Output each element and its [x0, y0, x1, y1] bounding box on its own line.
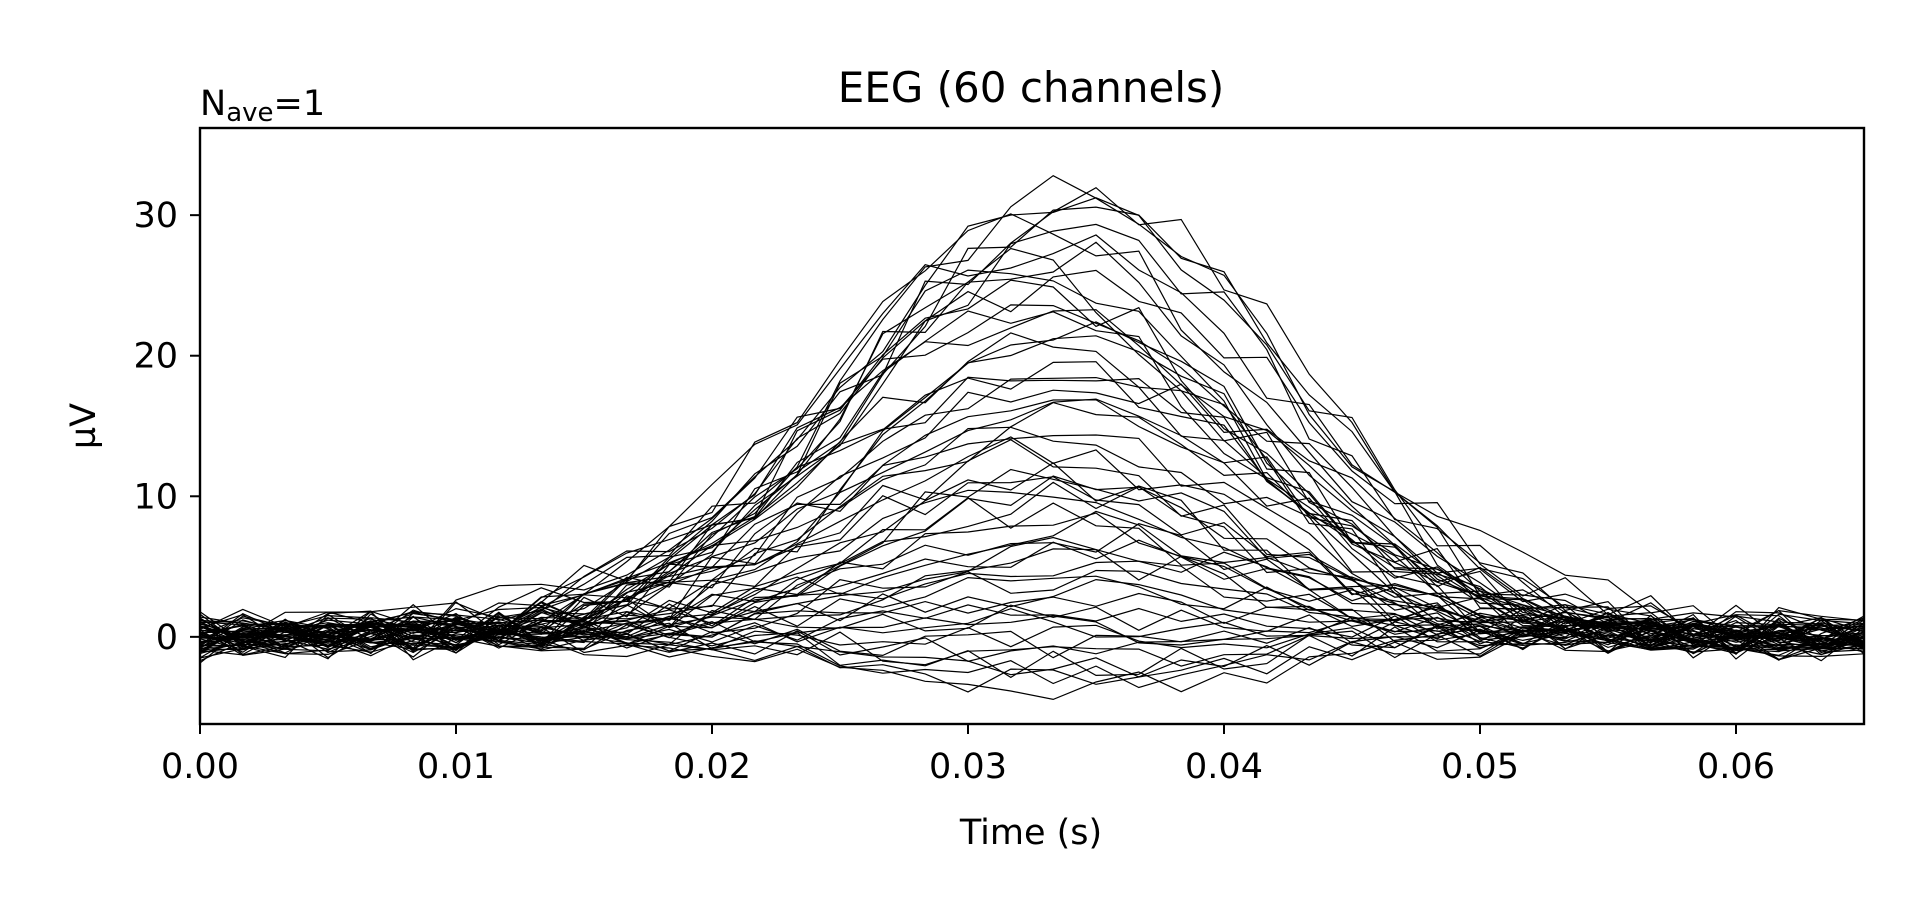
- x-tick-label: 0.02: [673, 747, 751, 787]
- channel-trace-58: [199, 624, 1865, 689]
- nave-subscript: ave: [226, 98, 273, 128]
- channel-trace-4: [199, 197, 1865, 651]
- channel-trace-2: [199, 206, 1865, 659]
- x-tick-label: 0.04: [1185, 747, 1263, 787]
- x-axis-label: Time (s): [959, 813, 1102, 853]
- channel-trace-7: [199, 234, 1865, 655]
- channel-trace-44: [199, 569, 1865, 646]
- channel-trace-51: [199, 615, 1865, 652]
- x-axis: 0.00 0.01 0.02 0.03 0.04 0.05 0.06: [161, 724, 1775, 787]
- x-tick-label: 0.00: [161, 747, 239, 787]
- channel-trace-55: [199, 622, 1865, 667]
- channel-trace-9: [199, 269, 1865, 660]
- channel-trace-5: [199, 213, 1865, 659]
- x-tick-label: 0.05: [1441, 747, 1519, 787]
- x-tick-label: 0.03: [929, 747, 1007, 787]
- channel-trace-60: [199, 621, 1865, 701]
- channel-trace-49: [199, 604, 1865, 651]
- y-tick-label: 20: [133, 337, 178, 377]
- y-axis-label: µV: [64, 403, 104, 449]
- plot-frame: [198, 126, 1866, 726]
- channel-trace-53: [199, 623, 1865, 659]
- channel-trace-15: [199, 309, 1865, 653]
- y-tick-label: 30: [133, 196, 178, 236]
- y-tick-label: 0: [156, 618, 178, 658]
- channel-trace-13: [199, 310, 1865, 655]
- channel-trace-11: [199, 269, 1865, 654]
- y-axis: 0 10 20 30: [133, 196, 200, 658]
- nave-annotation: Nave=1: [200, 84, 325, 128]
- chart-title: EEG (60 channels): [838, 63, 1225, 112]
- x-tick-label: 0.06: [1697, 747, 1775, 787]
- nave-suffix: =1: [274, 84, 326, 124]
- channel-trace-14: [199, 304, 1865, 649]
- x-tick-label: 0.01: [417, 747, 495, 787]
- channel-trace-12: [199, 279, 1865, 661]
- channel-trace-10: [199, 247, 1865, 661]
- y-tick-label: 10: [133, 477, 178, 517]
- nave-base: N: [200, 84, 226, 124]
- channel-traces: [199, 174, 1865, 701]
- channel-trace-22: [199, 376, 1865, 656]
- channel-trace-6: [199, 223, 1865, 662]
